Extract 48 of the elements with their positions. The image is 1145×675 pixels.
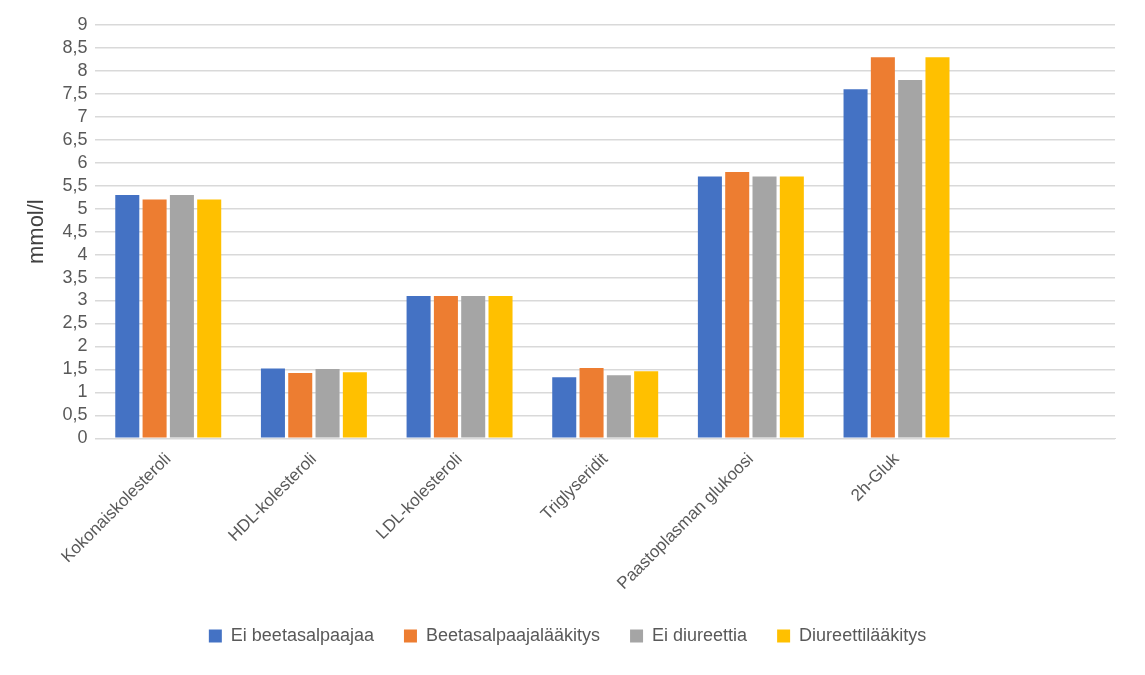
y-tick-label: 6,5 [62, 128, 88, 149]
y-tick-label: 6 [77, 151, 88, 172]
bar [725, 171, 750, 438]
bar [315, 368, 340, 438]
y-tick-label: 1,5 [62, 358, 88, 379]
legend-label: Ei diureettia [652, 624, 749, 645]
legend-label: Ei beetasalpaajaa [230, 624, 375, 645]
bar [697, 176, 722, 438]
bar [606, 375, 631, 438]
bar [843, 89, 868, 438]
y-tick-label: 4 [77, 243, 88, 264]
y-tick-label: 2,5 [62, 312, 88, 333]
y-tick-label: 2 [77, 335, 88, 356]
bar [433, 295, 458, 438]
bar [169, 194, 194, 438]
y-axis-title: mmol/l [23, 199, 49, 265]
y-tick-label: 4,5 [62, 220, 88, 241]
bar [288, 373, 313, 438]
bar [779, 176, 804, 438]
y-tick-label: 3 [77, 289, 88, 310]
y-tick-label: 9 [77, 13, 88, 34]
y-tick-label: 1 [77, 381, 88, 402]
bar [461, 295, 486, 438]
bar [898, 80, 923, 438]
y-tick-label: 8,5 [62, 36, 88, 57]
bar [634, 371, 659, 438]
bar [197, 199, 222, 438]
y-tick-label: 7 [77, 105, 88, 126]
bar [552, 377, 577, 438]
y-tick-label: 3,5 [62, 266, 88, 287]
y-tick-label: 5,5 [62, 174, 88, 195]
bar [925, 57, 950, 438]
y-tick-label: 8 [77, 59, 88, 80]
bar [488, 295, 513, 438]
legend-label: Beetasalpaajalääkitys [425, 624, 601, 645]
bar [406, 295, 431, 438]
bar [579, 368, 604, 438]
bar [260, 368, 285, 438]
bar [870, 57, 895, 438]
y-tick-label: 0,5 [62, 404, 88, 425]
bar [752, 176, 777, 438]
legend-label: Diureettilääkitys [799, 624, 927, 645]
bar [142, 199, 167, 438]
y-tick-label: 0 [77, 427, 88, 448]
y-tick-label: 5 [77, 197, 88, 218]
bar [115, 194, 140, 438]
y-tick-label: 7,5 [62, 82, 88, 103]
bar [342, 372, 367, 438]
